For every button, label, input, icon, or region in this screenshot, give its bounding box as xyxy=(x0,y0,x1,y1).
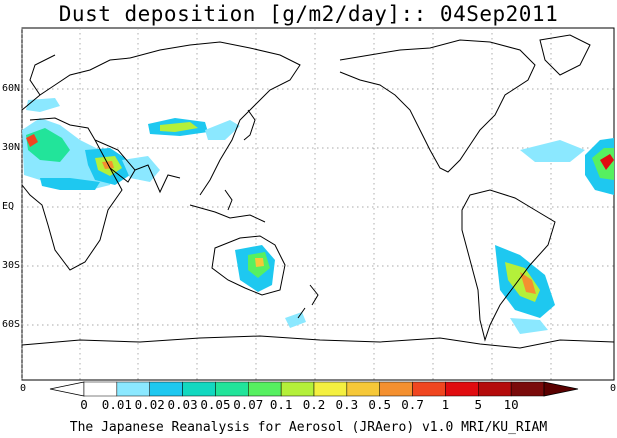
lon-label-right: 0 xyxy=(610,383,617,394)
dust-sahara-hot xyxy=(26,134,38,147)
coast-asia xyxy=(129,41,301,196)
coast-northamerica xyxy=(339,39,536,173)
dust-westafrica xyxy=(40,178,100,190)
colorbar-cell xyxy=(182,381,216,397)
lat-label-eq: EQ xyxy=(2,201,15,212)
coast-newzealand xyxy=(297,284,319,319)
dust-patagonia xyxy=(510,318,548,334)
dust-tasman xyxy=(285,312,306,328)
colorbar-cell xyxy=(346,381,380,397)
colorbar-tick-label: 0.02 xyxy=(134,397,165,412)
colorbar-tick-label: 0.05 xyxy=(200,397,231,412)
colorbar-tick-label: 0.03 xyxy=(167,397,198,412)
coastlines xyxy=(21,34,615,349)
colorbar xyxy=(49,381,579,397)
colorbar-tick-label: 0.5 xyxy=(368,397,391,412)
coast-greenland xyxy=(539,34,591,76)
dust-europe xyxy=(26,98,60,112)
colorbar-tick-label: 10 xyxy=(503,397,519,412)
lat-label-30s: 30S xyxy=(2,260,21,271)
colorbar-tip-left xyxy=(49,381,85,397)
colorbar-cell xyxy=(478,381,512,397)
lat-label-60s: 60S xyxy=(2,319,21,330)
lon-label-left: 0 xyxy=(20,383,27,394)
coast-japan xyxy=(243,109,256,141)
colorbar-cells xyxy=(49,381,579,397)
colorbar-cell xyxy=(412,381,446,397)
coast-australia xyxy=(211,235,286,296)
colorbar-tick-label: 0.1 xyxy=(269,397,293,412)
dust-eastasia xyxy=(205,120,240,140)
dust-atlantic-plume xyxy=(520,140,585,162)
dust-southamerica-hot xyxy=(520,272,536,294)
colorbar-tip-right xyxy=(543,381,579,397)
coast-india xyxy=(134,164,181,194)
colorbar-cell xyxy=(313,381,348,397)
colorbar-tick-label: 5 xyxy=(474,397,483,412)
colorbar-tick-label: 0.07 xyxy=(233,397,264,412)
dust-sahara-core xyxy=(26,128,70,162)
colorbar-cell xyxy=(510,381,545,397)
colorbar-cell xyxy=(116,381,150,397)
coast-southamerica xyxy=(461,189,556,342)
lat-label-30n: 30N xyxy=(2,142,21,153)
colorbar-tick-label: 1 xyxy=(441,397,450,412)
coast-antarctica xyxy=(21,335,615,349)
colorbar-cell xyxy=(215,381,249,397)
lat-label-60n: 60N xyxy=(2,83,21,94)
dust-deposition-field xyxy=(22,98,614,334)
colorbar-tick-label: 0.7 xyxy=(401,397,424,412)
dust-australia-hot xyxy=(255,258,264,267)
colorbar-cell xyxy=(248,381,282,397)
colorbar-tick-label: 0.01 xyxy=(101,397,132,412)
colorbar-tick-label: 0.2 xyxy=(302,397,326,412)
map-title: Dust deposition [g/m2/day]:: 04Sep2011 xyxy=(58,2,559,26)
credit-line: The Japanese Reanalysis for Aerosol (JRA… xyxy=(69,420,548,435)
colorbar-cell xyxy=(280,381,315,397)
dust-taklamakan-core xyxy=(160,122,198,132)
colorbar-cell xyxy=(379,381,413,397)
colorbar-tick-label: 0.3 xyxy=(335,397,359,412)
coast-africa xyxy=(21,117,123,271)
coast-europe xyxy=(21,54,131,111)
dust-atlantic-east-hot xyxy=(600,154,614,170)
colorbar-cell xyxy=(149,381,183,397)
colorbar-tick-label: 0 xyxy=(80,397,88,412)
colorbar-cell xyxy=(83,381,118,397)
coast-indonesia xyxy=(189,189,266,223)
colorbar-cell xyxy=(445,381,479,397)
graticule xyxy=(21,28,614,380)
